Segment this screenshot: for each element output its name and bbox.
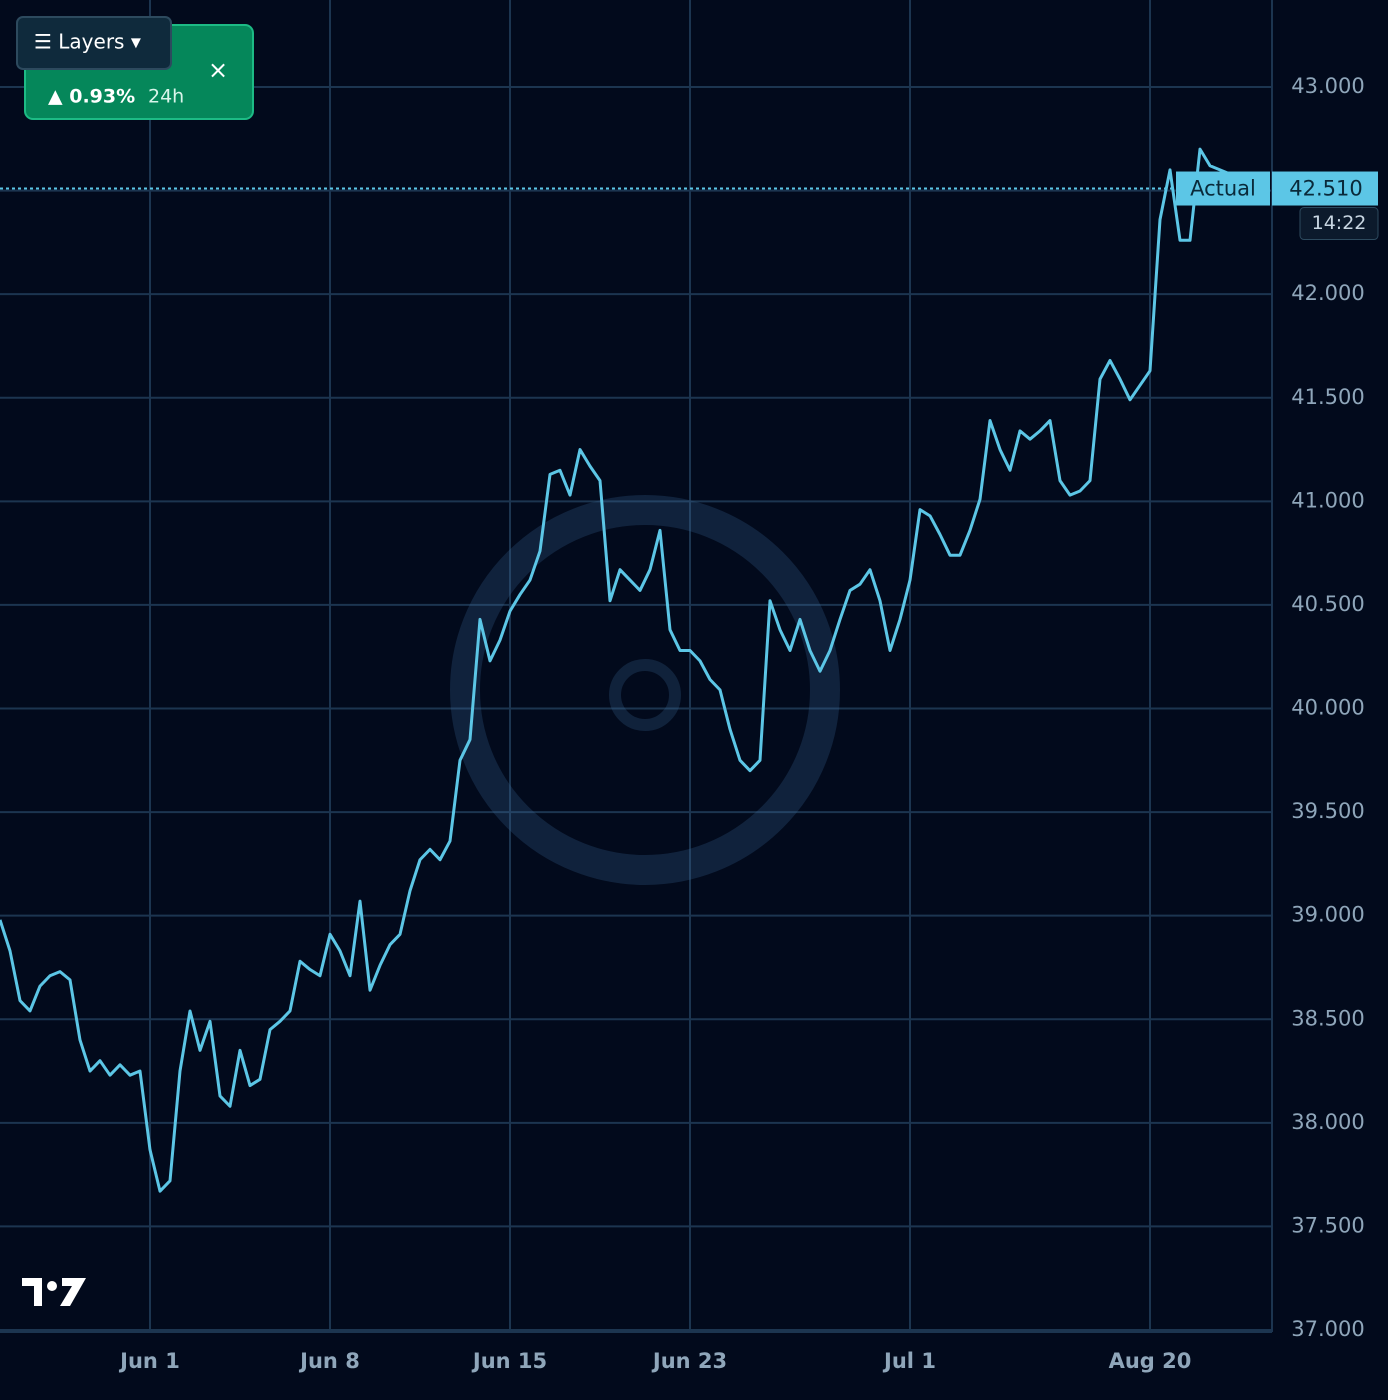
price-line — [0, 147, 1231, 1193]
series-tag — [1176, 171, 1270, 206]
series-name: Actual — [1190, 177, 1256, 201]
x-tick-label: Jun 8 — [298, 1349, 360, 1373]
y-tick-label: 40.500 — [1291, 592, 1364, 616]
layers-button[interactable]: ☰ Layers ▾ — [16, 16, 172, 70]
y-tick-label: 37.000 — [1291, 1317, 1364, 1341]
y-tick-label: 40.000 — [1291, 696, 1364, 720]
change-label: ▲ 0.93% — [48, 86, 135, 108]
countdown-box — [1299, 207, 1379, 241]
x-tick-label: Jun 1 — [118, 1349, 180, 1373]
watermark — [450, 495, 840, 885]
y-tick-label: 39.500 — [1291, 799, 1364, 823]
y-tick-label: 38.000 — [1291, 1110, 1364, 1134]
price-tag — [1272, 171, 1378, 206]
x-tick-label: Jun 23 — [651, 1349, 727, 1373]
layers-label[interactable]: ☰ Layers ▾ — [34, 30, 141, 54]
y-tick-label: 41.500 — [1291, 385, 1364, 409]
y-tick-label: 38.500 — [1291, 1006, 1364, 1030]
x-tick-label: Jul 1 — [882, 1349, 936, 1373]
y-tick-label: 42.000 — [1291, 281, 1364, 305]
y-tick-label: 41.000 — [1291, 488, 1364, 512]
y-tick-label: 39.000 — [1291, 903, 1364, 927]
y-tick-label: 43.000 — [1291, 74, 1364, 98]
close-button[interactable]: × — [208, 56, 228, 84]
x-tick-label: Aug 20 — [1109, 1349, 1192, 1373]
countdown-label: 14:22 — [1312, 212, 1367, 234]
layers-box[interactable] — [16, 16, 172, 70]
tradingview-logo — [22, 1278, 86, 1306]
y-tick-label: 37.500 — [1291, 1213, 1364, 1237]
period-label: 24h — [148, 86, 184, 108]
price-label: 42.510 — [1289, 177, 1362, 201]
x-tick-label: Jun 15 — [471, 1349, 547, 1373]
